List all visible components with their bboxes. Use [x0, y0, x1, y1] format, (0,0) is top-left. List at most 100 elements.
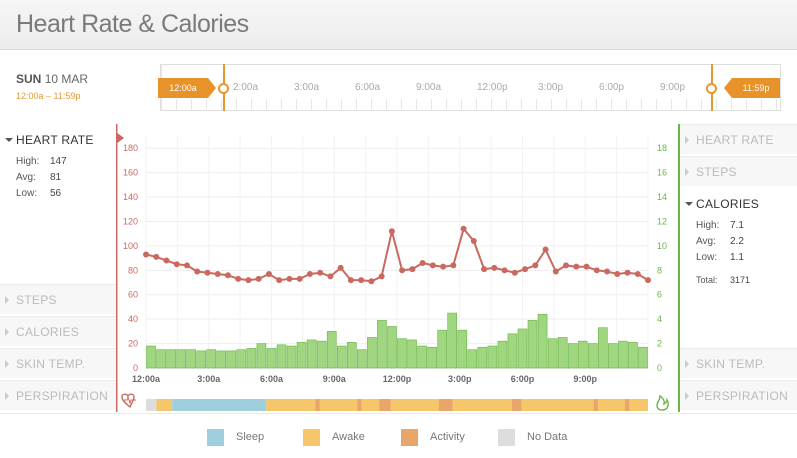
timeline-tick [761, 99, 762, 111]
timeline-tick [341, 99, 342, 111]
stat-avg: Avg: 2.2 [696, 236, 744, 247]
calorie-bar [477, 346, 488, 369]
calorie-bar [206, 349, 217, 369]
flame-icon [656, 394, 669, 411]
timeline-tick [626, 99, 627, 111]
heart-rate-point [194, 268, 201, 275]
activity-band-activity [438, 399, 453, 411]
right-tab-heart-rate[interactable]: HEART RATE [680, 124, 797, 154]
right-tab-perspiration[interactable]: PERSPIRATION [680, 380, 797, 410]
heart-rate-point [347, 277, 354, 284]
y-left-tick-label: 40 [128, 314, 138, 324]
y-right-tick-label: 0 [657, 363, 662, 373]
calorie-bar [256, 343, 267, 369]
timeline-tick [731, 99, 732, 111]
end-time-handle[interactable]: 11:59p [724, 78, 780, 98]
calorie-bar [276, 344, 287, 369]
left-tab-steps[interactable]: STEPS [0, 284, 116, 314]
calorie-bar [557, 337, 568, 369]
timeline-tick [476, 99, 477, 111]
left-tab-skin-temp[interactable]: SKIN TEMP. [0, 348, 116, 378]
heart-rate-point [604, 268, 611, 275]
calorie-bar [226, 350, 237, 369]
activity-band-nodata [146, 399, 157, 411]
timeline-label: 9:00a [416, 82, 442, 93]
left-tab-calories[interactable]: CALORIES [0, 316, 116, 346]
y-left-tick-label: 100 [123, 241, 138, 251]
right-metric-panel: HEART RATE STEPS CALORIES High: 7.1 Avg: 2… [680, 124, 797, 412]
calorie-bar [246, 348, 257, 369]
legend-swatch-sleep [207, 429, 224, 446]
page-header: Heart Rate & Calories [0, 0, 797, 50]
selection-knob[interactable] [218, 83, 229, 94]
heart-rate-point [296, 275, 303, 282]
calorie-bar [537, 313, 548, 369]
heart-rate-point [224, 272, 231, 279]
right-active-title: CALORIES [696, 197, 760, 211]
heart-rate-point [245, 277, 252, 284]
timeline-tick [386, 99, 387, 111]
y-left-tick-label: 60 [128, 290, 138, 300]
right-tab-steps[interactable]: STEPS [680, 156, 797, 186]
calorie-bar [507, 333, 518, 369]
calorie-bar [628, 342, 638, 369]
collapse-arrow-icon [5, 138, 13, 142]
y-right-tick-label: 6 [657, 290, 662, 300]
timeline-tick [281, 99, 282, 111]
legend: Sleep Awake Activity No Data [0, 413, 797, 458]
heart-rate-point [317, 269, 324, 276]
left-tab-perspiration[interactable]: PERSPIRATION [0, 380, 116, 410]
timeline-tick [461, 99, 462, 111]
y-left-tick-label: 80 [128, 265, 138, 275]
heart-rate-point [460, 225, 467, 232]
timeline-label: 2:00a [233, 82, 259, 93]
heart-rate-point [255, 275, 262, 282]
calorie-bar [326, 331, 337, 369]
timeline-tick [191, 99, 192, 111]
heart-rate-point [491, 264, 498, 271]
selection-knob[interactable] [706, 83, 717, 94]
start-time-handle[interactable]: 12:00a [158, 78, 216, 98]
timeline-tick [716, 99, 717, 111]
timeline-tick [536, 99, 537, 111]
right-tab-skin-temp[interactable]: SKIN TEMP. [680, 348, 797, 378]
calorie-bar [146, 345, 156, 369]
heart-rate-point [153, 253, 160, 260]
calorie-bar [487, 345, 498, 369]
heart-rate-point [634, 270, 641, 277]
x-tick-label: 12:00a [132, 374, 161, 384]
heart-rate-point [593, 267, 600, 274]
activity-band-sleep [172, 399, 267, 411]
day-month: 10 MAR [44, 72, 89, 86]
calorie-bar [417, 345, 427, 369]
x-tick-label: 6:00a [260, 374, 284, 384]
timeline-scrubber[interactable]: 2:00a 3:00a 6:00a 9:00a 12:00p 3:00p 6:00p 9:00… [160, 64, 781, 111]
heart-rate-point [204, 269, 211, 276]
heart-rate-point [583, 263, 590, 270]
calorie-bar [467, 349, 478, 369]
y-left-tick-label: 20 [128, 339, 138, 349]
heart-rate-point [358, 277, 365, 284]
expand-arrow-icon [5, 296, 9, 304]
heart-rate-point [522, 266, 529, 273]
timeline-tick [566, 99, 567, 111]
timeline-tick [746, 99, 747, 111]
timeline-tick [671, 99, 672, 111]
left-active-metric[interactable]: HEART RATE High: 147 Avg: 81 Low: 56 [0, 124, 116, 282]
calorie-bar [347, 342, 357, 369]
timeline-label: 12:00p [477, 82, 508, 93]
activity-band-activity [357, 399, 362, 411]
activity-band-awake [266, 399, 648, 411]
right-active-metric[interactable]: CALORIES High: 7.1 Avg: 2.2 Low: 1.1 Total:… [680, 188, 797, 346]
x-tick-label: 9:00a [323, 374, 347, 384]
timeline-tick [266, 99, 267, 111]
heart-pulse-icon [124, 395, 136, 405]
heart-rate-point [163, 257, 170, 264]
calorie-bar [497, 340, 508, 369]
heart-rate-point [563, 262, 570, 269]
calorie-bar [517, 328, 528, 369]
expand-arrow-icon [5, 328, 9, 336]
timeline-label: 9:00p [660, 82, 686, 93]
calorie-bar [296, 342, 307, 369]
y-right-tick-label: 18 [657, 143, 667, 153]
